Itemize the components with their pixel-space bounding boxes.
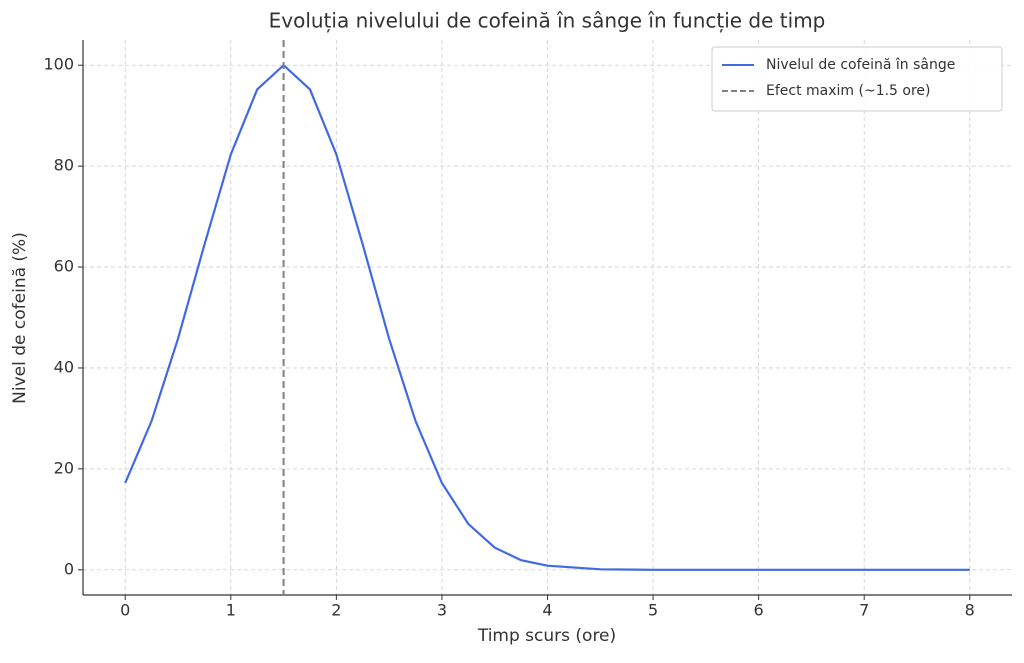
x-tick-label: 4 — [542, 601, 552, 620]
chart-title: Evoluția nivelului de cofeină în sânge î… — [269, 9, 826, 33]
y-tick-label: 20 — [54, 458, 74, 477]
x-tick-label: 5 — [648, 601, 658, 620]
legend-label: Nivelul de cofeină în sânge — [766, 57, 955, 73]
data-line — [124, 63, 970, 571]
y-tick-label: 100 — [43, 55, 74, 74]
x-tick-label: 1 — [226, 601, 236, 620]
legend-label: Efect maxim (~1.5 ore) — [766, 83, 931, 99]
x-tick-label: 2 — [331, 601, 341, 620]
legend-box — [711, 46, 1003, 112]
y-tick-label: 60 — [54, 257, 74, 276]
y-axis-label: Nivel de cofeină (%) — [10, 232, 30, 404]
y-tick-label: 40 — [54, 357, 74, 376]
x-axis-label: Timp scurs (ore) — [477, 626, 616, 646]
y-tick-label: 0 — [64, 559, 74, 578]
x-tick-label: 7 — [859, 601, 869, 620]
x-tick-label: 8 — [965, 601, 975, 620]
y-tick-label: 80 — [54, 156, 74, 175]
x-tick-label: 6 — [754, 601, 764, 620]
x-tick-label: 3 — [437, 601, 447, 620]
x-tick-label: 0 — [120, 601, 130, 620]
